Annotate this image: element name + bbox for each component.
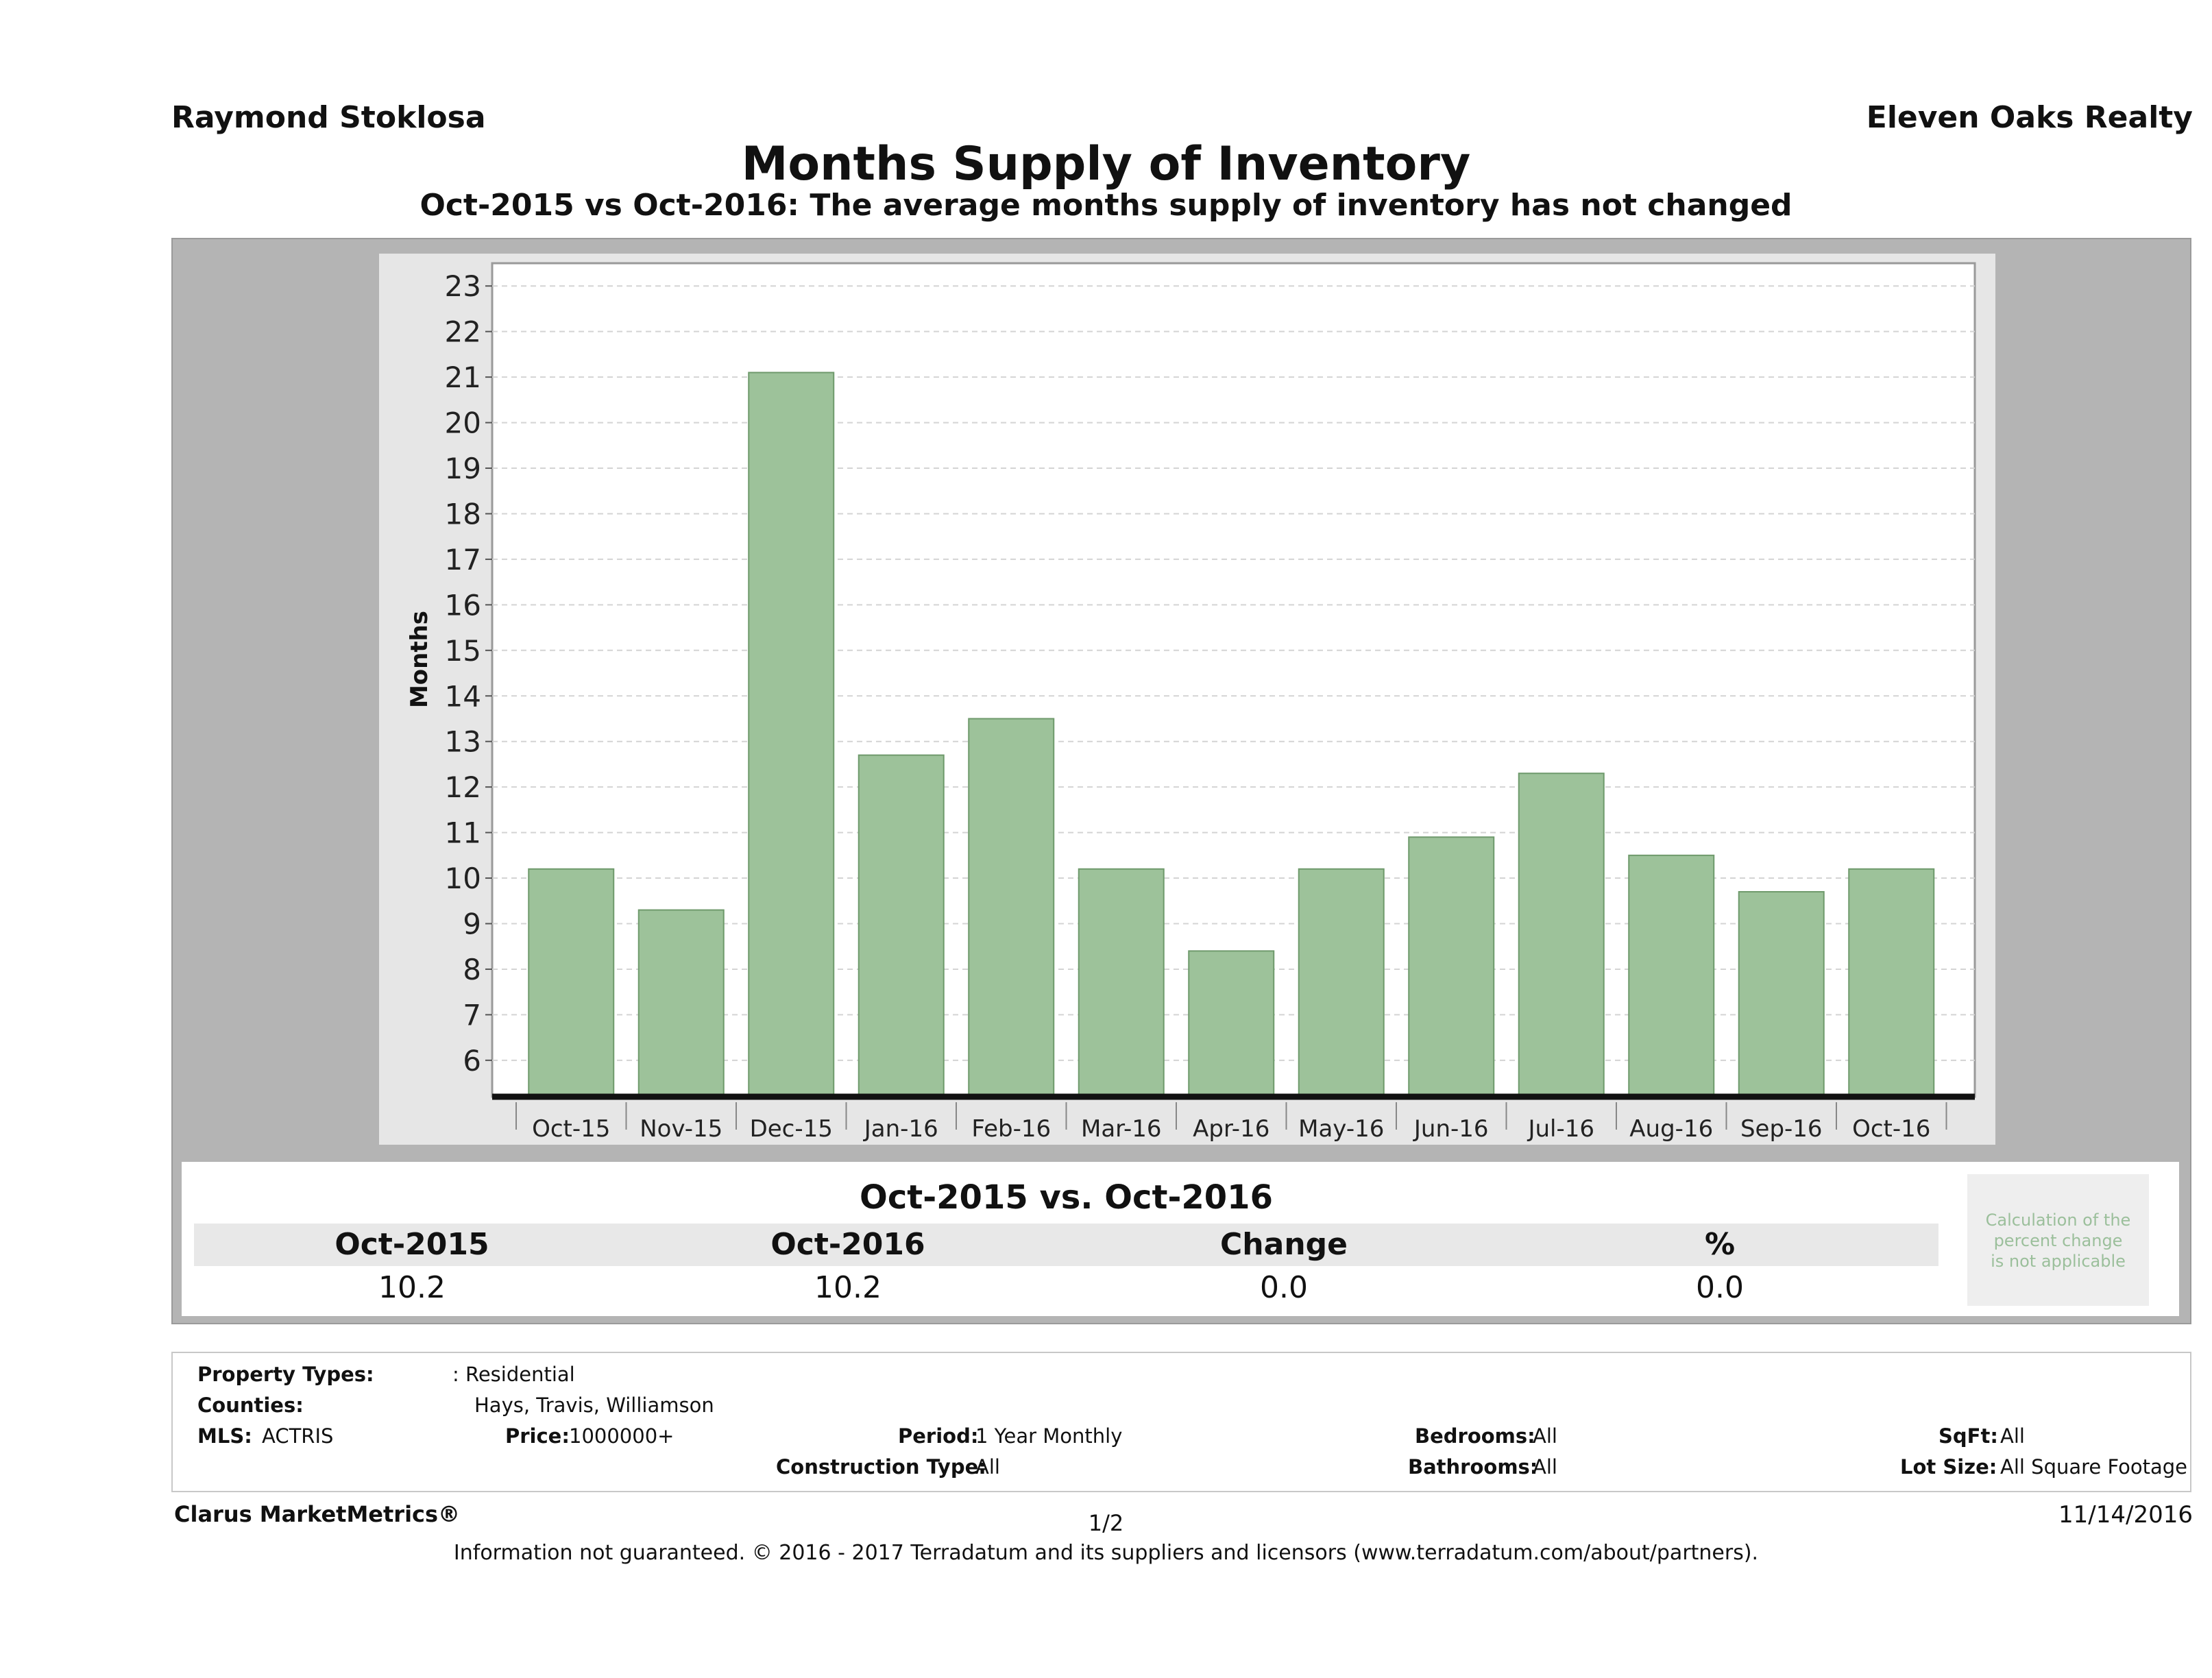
sqft-label: SqFt: (1938, 1424, 1998, 1448)
y-tick-label: 20 (445, 406, 481, 440)
report-date: 11/14/2016 (2058, 1501, 2193, 1529)
construction-type-label: Construction Type: (776, 1455, 986, 1479)
y-tick-label: 13 (445, 725, 481, 759)
value-change: 0.0 (1260, 1270, 1308, 1305)
bar-sep-16 (1738, 890, 1825, 1097)
price-value: 1000000+ (569, 1424, 674, 1448)
bar-oct-16 (1848, 868, 1935, 1098)
header-percent: % (1704, 1227, 1736, 1262)
x-tick-label: Oct-16 (1852, 1115, 1930, 1143)
price-label: Price: (505, 1424, 570, 1448)
y-tick-label: 10 (445, 862, 481, 895)
y-tick-label: 17 (445, 543, 481, 576)
lot-size-value: All Square Footage (2000, 1455, 2188, 1479)
value-percent: 0.0 (1696, 1270, 1744, 1305)
y-tick-label: 15 (445, 634, 481, 668)
x-tick-label: Nov-15 (640, 1115, 722, 1143)
header-change: Change (1220, 1227, 1348, 1262)
x-tick-label: Aug-16 (1629, 1115, 1713, 1143)
y-tick-label: 7 (463, 998, 481, 1032)
y-tick-label: 18 (445, 497, 481, 531)
lot-size-label: Lot Size: (1900, 1455, 1997, 1479)
y-tick-label: 6 (463, 1044, 481, 1078)
property-types-value: : Residential (452, 1363, 575, 1386)
x-tick-label: Jul-16 (1527, 1115, 1594, 1143)
disclaimer: Information not guaranteed. © 2016 - 201… (453, 1541, 1759, 1565)
x-tick-label: Jan-16 (863, 1115, 938, 1143)
x-tick-label: Jun-16 (1413, 1115, 1489, 1143)
x-tick-label: Feb-16 (971, 1115, 1051, 1143)
comparison-header-row: Oct-2015 Oct-2016 Change % (194, 1224, 1938, 1266)
bar-jul-16 (1518, 773, 1605, 1097)
y-tick-label: 12 (445, 770, 481, 804)
y-tick-label: 16 (445, 588, 481, 622)
counties-label: Counties: (197, 1394, 304, 1417)
chart-area: 6 7 8 9 10 11 12 13 14 15 16 17 18 19 20 21 22 23 Months Oc… (379, 254, 1995, 1145)
y-tick-label: 21 (445, 361, 481, 394)
property-types-label: Property Types: (197, 1363, 374, 1386)
page-number: 1/2 (1088, 1510, 1124, 1536)
bar-nov-15 (637, 909, 725, 1098)
note-line-3: is not applicable (1991, 1252, 2126, 1271)
period-label: Period: (898, 1424, 979, 1448)
page-title: Months Supply of Inventory (741, 137, 1471, 191)
bedrooms-label: Bedrooms: (1415, 1424, 1535, 1448)
value-oct-2016: 10.2 (814, 1270, 882, 1305)
bar-apr-16 (1188, 950, 1275, 1098)
x-tick-label: Oct-15 (532, 1115, 610, 1143)
bar-chart: 6 7 8 9 10 11 12 13 14 15 16 17 18 19 20 21 22 23 Months Oc… (406, 262, 1976, 1143)
filter-info-box: Property Types: : Residential Counties: … (171, 1352, 2191, 1492)
y-axis-label: Months (406, 611, 433, 708)
period-value: 1 Year Monthly (975, 1424, 1123, 1448)
comparison-value-row: 10.2 10.2 0.0 0.0 (194, 1269, 1938, 1307)
bar-oct-15 (528, 868, 615, 1098)
x-tick-label: Dec-15 (750, 1115, 833, 1143)
comparison-title: Oct-2015 vs. Oct-2016 (194, 1174, 1938, 1221)
bar-jan-16 (858, 754, 945, 1097)
bar-mar-16 (1078, 868, 1165, 1098)
y-tick-label: 22 (445, 315, 481, 349)
y-tick-label: 14 (445, 679, 481, 713)
header-oct-2016: Oct-2016 (770, 1227, 925, 1262)
bar-aug-16 (1628, 854, 1715, 1097)
construction-type-value: All (975, 1455, 1000, 1479)
bar-may-16 (1298, 868, 1385, 1098)
x-tick-label: Apr-16 (1193, 1115, 1269, 1143)
x-tick-label: Sep-16 (1740, 1115, 1823, 1143)
note-line-2: percent change (1993, 1231, 2123, 1250)
y-tick-label: 19 (445, 452, 481, 485)
y-tick-label: 9 (463, 907, 481, 940)
header-oct-2015: Oct-2015 (335, 1227, 489, 1262)
bathrooms-value: All (1533, 1455, 1557, 1479)
percent-note: Calculation of the percent change is not… (1967, 1174, 2149, 1306)
y-tick-label: 11 (445, 816, 481, 850)
agent-name: Raymond Stoklosa (171, 100, 486, 135)
value-oct-2015: 10.2 (378, 1270, 446, 1305)
brokerage-name: Eleven Oaks Realty (1866, 100, 2193, 135)
bar-feb-16 (968, 718, 1055, 1097)
bedrooms-value: All (1533, 1424, 1557, 1448)
x-tick-label: May-16 (1298, 1115, 1384, 1143)
bar-jun-16 (1408, 836, 1495, 1097)
y-tick-label: 23 (445, 269, 481, 303)
page-subtitle: Oct-2015 vs Oct-2016: The average months… (420, 188, 1792, 223)
mls-value: ACTRIS (262, 1424, 334, 1448)
counties-value: Hays, Travis, Williamson (474, 1394, 714, 1417)
bathrooms-label: Bathrooms: (1408, 1455, 1538, 1479)
bar-dec-15 (748, 372, 835, 1097)
y-tick-label: 8 (463, 953, 481, 986)
mls-label: MLS: (197, 1424, 252, 1448)
sqft-value: All (2000, 1424, 2025, 1448)
brand-name: Clarus MarketMetrics® (174, 1501, 461, 1527)
note-line-1: Calculation of the (1985, 1211, 2131, 1230)
x-tick-label: Mar-16 (1081, 1115, 1162, 1143)
